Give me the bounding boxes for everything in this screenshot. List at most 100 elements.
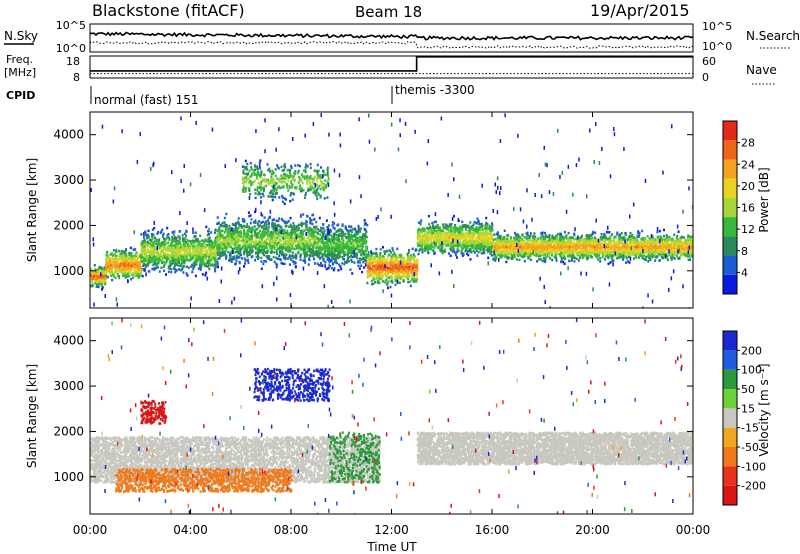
power-cell bbox=[421, 239, 424, 242]
power-cell bbox=[284, 244, 287, 247]
power-cell bbox=[414, 266, 417, 269]
power-cell bbox=[358, 250, 361, 253]
power-cell bbox=[247, 261, 250, 264]
power-cell bbox=[131, 257, 134, 261]
power-cell bbox=[343, 234, 346, 237]
power-cell bbox=[394, 256, 397, 260]
power-cell bbox=[261, 230, 264, 234]
power-cell bbox=[466, 252, 468, 256]
power-cell bbox=[354, 232, 357, 235]
power-cell bbox=[150, 246, 153, 249]
power-cell bbox=[395, 275, 398, 278]
power-cell bbox=[376, 262, 379, 265]
power-cell bbox=[107, 254, 110, 257]
power-cell bbox=[243, 233, 246, 237]
power-cell bbox=[352, 242, 355, 245]
power-cell bbox=[317, 237, 320, 241]
power-cell bbox=[250, 251, 253, 254]
power-cell bbox=[161, 228, 164, 232]
power-cell bbox=[171, 251, 173, 254]
power-cell bbox=[314, 229, 317, 232]
power-cell bbox=[302, 259, 305, 262]
power-cell bbox=[379, 259, 382, 263]
power-cell bbox=[216, 260, 219, 264]
power-cell bbox=[366, 245, 369, 249]
power-cell bbox=[182, 239, 184, 242]
power-cell bbox=[336, 230, 339, 233]
power-cell bbox=[402, 257, 405, 260]
power-cell bbox=[278, 245, 281, 248]
power-cell bbox=[284, 231, 287, 235]
power-cell bbox=[427, 228, 430, 232]
power-cell bbox=[327, 250, 330, 253]
power-cell bbox=[347, 233, 350, 236]
power-cell bbox=[265, 251, 268, 254]
power-cell bbox=[199, 244, 202, 247]
power-cell bbox=[313, 230, 316, 234]
power-cell bbox=[456, 248, 459, 251]
power-cell bbox=[339, 228, 342, 232]
power-cell bbox=[251, 227, 254, 231]
power-cell bbox=[482, 234, 485, 237]
power-cell bbox=[327, 254, 330, 257]
power-cell bbox=[133, 255, 136, 258]
power-cell bbox=[483, 227, 486, 230]
power-cell bbox=[455, 250, 458, 254]
power-cell bbox=[213, 257, 216, 261]
power-cell bbox=[159, 252, 162, 255]
power-cell bbox=[269, 258, 272, 261]
power-cell bbox=[359, 230, 362, 233]
power-cell bbox=[151, 249, 153, 252]
power-cell bbox=[242, 228, 245, 231]
power-cell bbox=[415, 278, 418, 282]
power-cell bbox=[262, 234, 265, 237]
power-cell bbox=[302, 235, 305, 238]
power-cell bbox=[250, 237, 253, 240]
power-cell bbox=[391, 259, 394, 263]
power-cell bbox=[140, 245, 143, 249]
power-cell bbox=[425, 244, 428, 248]
power-cell bbox=[350, 230, 353, 234]
power-cell bbox=[149, 245, 151, 248]
power-cell bbox=[261, 214, 264, 217]
power-cell bbox=[130, 253, 132, 257]
power-cell bbox=[364, 238, 366, 241]
power-cell bbox=[155, 258, 158, 261]
power-cell bbox=[295, 247, 298, 250]
power-cell bbox=[311, 243, 314, 246]
power-cell bbox=[172, 246, 175, 250]
power-cell bbox=[451, 231, 454, 234]
power-cell bbox=[117, 258, 120, 261]
power-cell bbox=[337, 248, 340, 252]
power-cell bbox=[226, 232, 229, 235]
power-cell bbox=[96, 275, 99, 279]
power-cell bbox=[105, 261, 108, 264]
power-cell bbox=[445, 243, 448, 246]
power-cell bbox=[238, 256, 241, 259]
power-cell bbox=[161, 261, 163, 265]
power-cell bbox=[459, 225, 462, 229]
power-cell bbox=[213, 263, 216, 267]
power-cell bbox=[238, 247, 241, 250]
power-cell bbox=[438, 246, 440, 250]
power-cell bbox=[340, 267, 343, 271]
power-cell bbox=[288, 238, 291, 242]
power-cell bbox=[243, 265, 245, 268]
power-cell bbox=[167, 246, 170, 250]
power-cell bbox=[408, 255, 411, 258]
power-cell bbox=[216, 246, 219, 250]
power-cell bbox=[381, 258, 383, 262]
power-cell bbox=[401, 260, 404, 263]
power-cell bbox=[332, 244, 335, 247]
power-cell bbox=[378, 274, 381, 277]
nave-tick-top: 60 bbox=[702, 55, 716, 68]
power-cell bbox=[377, 267, 380, 270]
power-cell bbox=[487, 244, 490, 247]
power-cell bbox=[105, 257, 108, 261]
power-cell bbox=[302, 238, 305, 242]
power-cell bbox=[331, 257, 334, 260]
power-cell bbox=[468, 242, 471, 245]
power-cell bbox=[304, 259, 306, 263]
power-cell bbox=[251, 226, 254, 229]
power-cell bbox=[368, 264, 371, 267]
